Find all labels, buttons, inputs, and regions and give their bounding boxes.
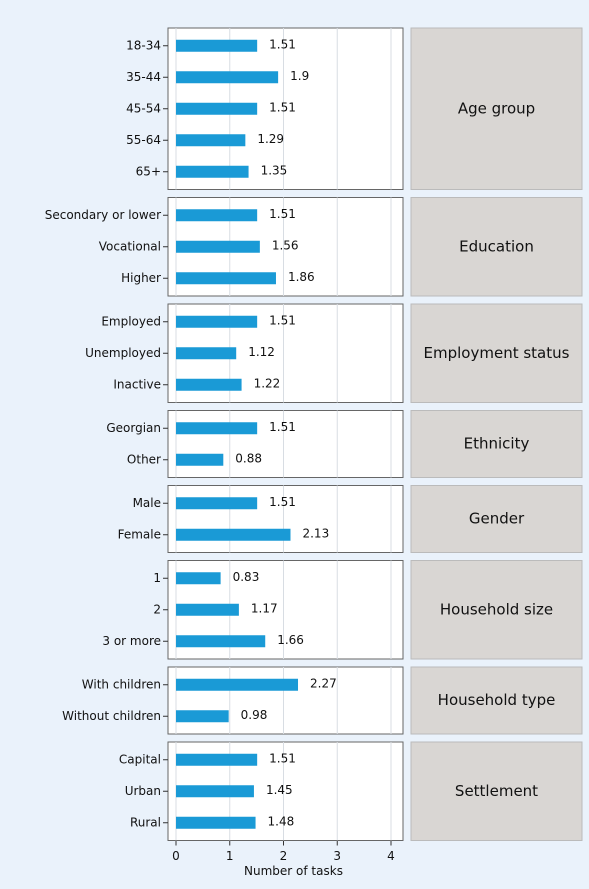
bar bbox=[176, 453, 224, 466]
y-tick-label: 55-64 bbox=[126, 133, 161, 147]
y-tick-label: 35-44 bbox=[126, 70, 161, 84]
y-tick-label: 65+ bbox=[136, 164, 161, 178]
facet-title: Household size bbox=[440, 600, 553, 618]
value-label: 1.51 bbox=[269, 207, 296, 221]
facet-box bbox=[410, 27, 583, 190]
bar bbox=[176, 603, 239, 616]
facet-title: Age group bbox=[458, 99, 535, 117]
bar bbox=[176, 272, 276, 285]
panel bbox=[167, 666, 404, 735]
bar bbox=[176, 315, 258, 328]
bar bbox=[176, 753, 258, 766]
bar bbox=[176, 71, 279, 84]
value-label: 1.17 bbox=[251, 601, 278, 615]
y-tick-label: 1 bbox=[153, 571, 161, 585]
y-tick-label: Inactive bbox=[113, 377, 161, 391]
y-tick-label: Georgian bbox=[106, 421, 161, 435]
y-tick-label: With children bbox=[82, 677, 161, 691]
facet-box bbox=[410, 197, 583, 297]
value-label: 1.66 bbox=[277, 633, 304, 647]
facet-box bbox=[410, 666, 583, 735]
value-label: 1.12 bbox=[248, 345, 275, 359]
y-tick-label: Vocational bbox=[99, 239, 161, 253]
x-tick-label: 2 bbox=[280, 849, 288, 863]
bar bbox=[176, 165, 249, 178]
bar bbox=[176, 240, 260, 253]
value-label: 1.51 bbox=[269, 100, 296, 114]
value-label: 1.35 bbox=[261, 163, 288, 177]
value-label: 1.51 bbox=[269, 495, 296, 509]
panel bbox=[167, 410, 404, 478]
value-label: 1.51 bbox=[269, 751, 296, 765]
bar bbox=[176, 39, 258, 52]
facet-title: Ethnicity bbox=[464, 435, 530, 453]
facet-title: Settlement bbox=[455, 782, 538, 800]
bar bbox=[176, 378, 242, 391]
y-tick-label: 18-34 bbox=[126, 38, 161, 52]
y-tick-label: 3 or more bbox=[102, 634, 161, 648]
value-label: 1.9 bbox=[290, 69, 309, 83]
value-label: 1.29 bbox=[257, 132, 284, 146]
bar bbox=[176, 678, 299, 691]
bar bbox=[176, 785, 254, 798]
x-tick-label: 1 bbox=[226, 849, 234, 863]
x-axis-label: Number of tasks bbox=[244, 864, 343, 878]
value-label: 0.83 bbox=[233, 570, 260, 584]
y-tick-label: Unemployed bbox=[85, 346, 161, 360]
facet-title: Employment status bbox=[424, 344, 570, 362]
facet-box bbox=[410, 741, 583, 841]
y-tick-label: Female bbox=[118, 527, 161, 541]
bar bbox=[176, 134, 246, 147]
value-label: 2.13 bbox=[302, 526, 329, 540]
bar bbox=[176, 497, 258, 510]
y-tick-label: Rural bbox=[130, 815, 161, 829]
y-tick-label: Capital bbox=[119, 752, 161, 766]
y-tick-label: Without children bbox=[62, 709, 161, 723]
x-tick-label: 3 bbox=[333, 849, 341, 863]
bar bbox=[176, 102, 258, 115]
value-label: 1.51 bbox=[269, 313, 296, 327]
value-label: 0.98 bbox=[241, 708, 268, 722]
value-label: 1.51 bbox=[269, 420, 296, 434]
facet-box bbox=[410, 560, 583, 660]
facet-title: Household type bbox=[438, 691, 556, 709]
value-label: 1.45 bbox=[266, 783, 293, 797]
value-label: 1.56 bbox=[272, 238, 299, 252]
facet-box bbox=[410, 485, 583, 553]
y-tick-label: Other bbox=[127, 452, 161, 466]
value-label: 2.27 bbox=[310, 676, 337, 690]
bar bbox=[176, 528, 291, 541]
facet-box bbox=[410, 410, 583, 478]
facet-box bbox=[410, 303, 583, 403]
x-tick-label: 4 bbox=[387, 849, 395, 863]
y-tick-label: 2 bbox=[153, 602, 161, 616]
bar bbox=[176, 422, 258, 435]
value-label: 1.86 bbox=[288, 270, 315, 284]
value-label: 1.22 bbox=[254, 376, 281, 390]
panel bbox=[167, 485, 404, 553]
y-tick-label: Secondary or lower bbox=[45, 208, 161, 222]
bar bbox=[176, 347, 237, 360]
facet-title: Gender bbox=[469, 510, 525, 528]
bar bbox=[176, 572, 221, 585]
bar bbox=[176, 635, 266, 648]
bar bbox=[176, 710, 229, 723]
y-tick-label: Male bbox=[133, 496, 161, 510]
value-label: 1.48 bbox=[268, 814, 295, 828]
value-label: 1.51 bbox=[269, 37, 296, 51]
value-label: 0.88 bbox=[235, 451, 262, 465]
y-tick-label: Employed bbox=[101, 314, 161, 328]
facet-title: Education bbox=[459, 237, 534, 255]
x-tick-label: 0 bbox=[172, 849, 180, 863]
y-tick-label: Higher bbox=[121, 271, 161, 285]
y-tick-label: 45-54 bbox=[126, 101, 161, 115]
y-tick-label: Urban bbox=[125, 784, 161, 798]
bar bbox=[176, 209, 258, 222]
bar bbox=[176, 816, 256, 829]
